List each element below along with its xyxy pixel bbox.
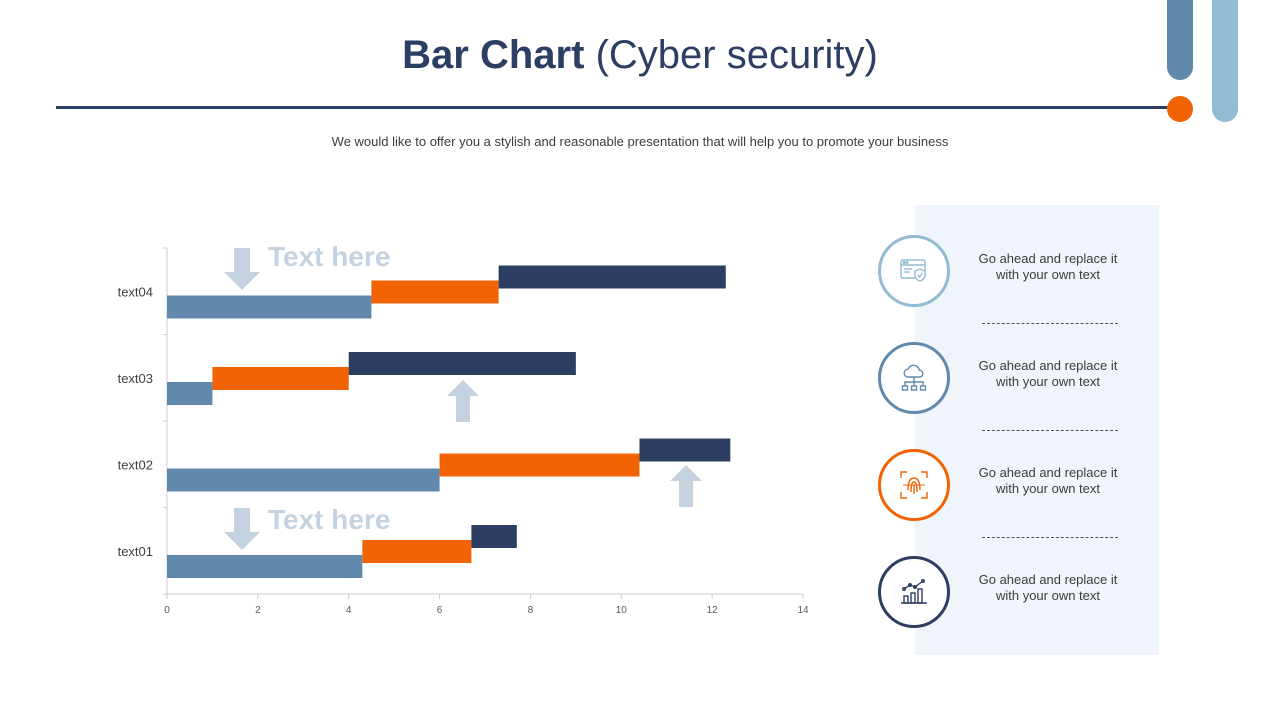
x-tick-label: 0 bbox=[164, 605, 170, 616]
feature-item-1: Go ahead and replace it with your own te… bbox=[878, 235, 1168, 309]
browser-shield-icon bbox=[900, 259, 926, 282]
x-tick-label: 6 bbox=[437, 605, 443, 616]
bar bbox=[471, 525, 517, 548]
fingerprint-scan-icon bbox=[900, 471, 928, 499]
feature-ring bbox=[878, 556, 950, 628]
bar bbox=[498, 265, 726, 289]
bar bbox=[167, 555, 363, 578]
growth-chart-icon bbox=[901, 579, 927, 604]
up-arrow-icon bbox=[670, 465, 702, 507]
feature-divider bbox=[982, 323, 1118, 324]
bar bbox=[212, 367, 349, 390]
feature-item-3: Go ahead and replace it with your own te… bbox=[878, 449, 1168, 523]
feature-item-2: Go ahead and replace it with your own te… bbox=[878, 342, 1168, 416]
feature-divider bbox=[982, 537, 1118, 538]
y-tick-label: text03 bbox=[118, 371, 153, 386]
y-tick-label: text02 bbox=[118, 458, 153, 473]
feature-ring bbox=[878, 449, 950, 521]
page-title: Bar Chart (Cyber security) bbox=[0, 30, 1280, 80]
decor-pill-light bbox=[1212, 0, 1238, 122]
up-arrow-icon bbox=[447, 380, 479, 422]
x-tick-label: 4 bbox=[346, 605, 352, 616]
y-tick-label: text04 bbox=[118, 285, 153, 300]
x-tick-label: 14 bbox=[797, 605, 809, 616]
bar bbox=[362, 540, 472, 563]
feature-text: Go ahead and replace it with your own te… bbox=[978, 572, 1118, 603]
feature-item-4: Go ahead and replace it with your own te… bbox=[878, 556, 1168, 630]
y-tick-label: text01 bbox=[118, 544, 153, 559]
page-subtitle: We would like to offer you a stylish and… bbox=[331, 134, 949, 149]
x-tick-label: 8 bbox=[528, 605, 534, 616]
title-rule bbox=[56, 106, 1186, 109]
feature-divider bbox=[982, 430, 1118, 431]
down-arrow-icon bbox=[224, 508, 260, 550]
feature-text: Go ahead and replace it with your own te… bbox=[978, 358, 1118, 389]
decor-pill-dark bbox=[1167, 0, 1193, 80]
feature-text: Go ahead and replace it with your own te… bbox=[978, 251, 1118, 282]
feature-text: Go ahead and replace it with your own te… bbox=[978, 465, 1118, 496]
bar bbox=[371, 280, 499, 304]
bar bbox=[167, 382, 213, 405]
title-bold: Bar Chart bbox=[402, 33, 585, 77]
bar bbox=[639, 438, 731, 462]
bar bbox=[348, 352, 576, 375]
bar bbox=[167, 468, 440, 492]
cloud-network-icon bbox=[901, 364, 927, 391]
callout-text: Text here bbox=[268, 504, 390, 535]
callout-text: Text here bbox=[268, 241, 390, 272]
feature-ring bbox=[878, 342, 950, 414]
decor-dot bbox=[1167, 96, 1193, 122]
down-arrow-icon bbox=[224, 248, 260, 290]
bar bbox=[167, 295, 372, 319]
title-light: (Cyber security) bbox=[595, 33, 878, 77]
x-tick-label: 12 bbox=[707, 605, 719, 616]
x-tick-label: 10 bbox=[616, 605, 628, 616]
bar bbox=[439, 453, 640, 477]
x-tick-label: 2 bbox=[255, 605, 261, 616]
feature-ring bbox=[878, 235, 950, 307]
